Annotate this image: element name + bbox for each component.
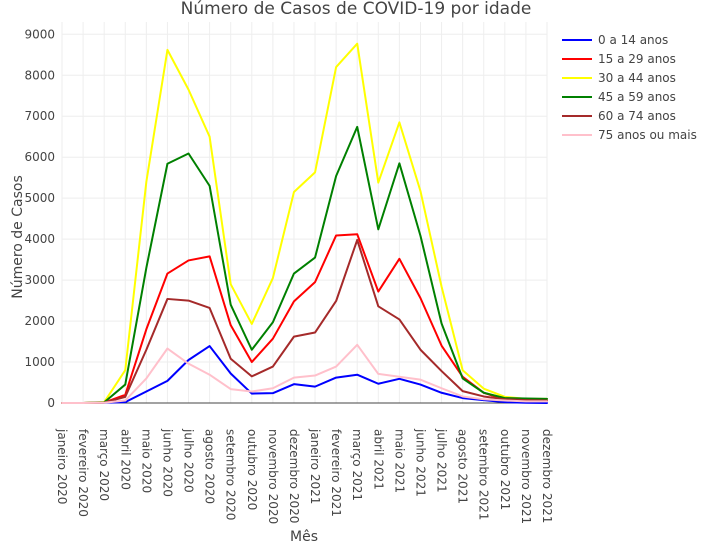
legend-label: 45 a 59 anos (598, 90, 676, 104)
x-axis-title: Mês (290, 529, 318, 545)
y-tick-label: 2000 (24, 314, 55, 328)
series-line-2[interactable] (61, 233, 548, 404)
legend-item-1[interactable]: 0 a 14 anos (562, 33, 668, 47)
y-tick-label: 9000 (24, 27, 55, 41)
legend-item-3[interactable]: 30 a 44 anos (562, 71, 676, 85)
x-tick-label: abril 2020 (118, 429, 132, 490)
legend-item-4[interactable]: 45 a 59 anos (562, 90, 676, 104)
legend-label: 15 a 29 anos (598, 52, 676, 66)
series-line-4[interactable] (61, 125, 548, 404)
grid-lines (61, 22, 548, 403)
legend-item-5[interactable]: 60 a 74 anos (562, 109, 676, 123)
y-tick-label: 7000 (24, 109, 55, 123)
legend[interactable]: 0 a 14 anos 15 a 29 anos 30 a 44 anos 45 a … (562, 33, 697, 142)
y-tick-label: 8000 (24, 68, 55, 82)
y-tick-label: 5000 (24, 191, 55, 205)
y-tick-label: 6000 (24, 150, 55, 164)
x-axis-ticks: janeiro 2020 fevereiro 2020 março 2020 abri… (55, 428, 554, 524)
legend-label: 0 a 14 anos (598, 33, 668, 47)
legend-label: 75 anos ou mais (598, 128, 697, 142)
series-line-3[interactable] (61, 42, 548, 404)
x-tick-label: setembro 2021 (477, 429, 491, 520)
chart-title: Número de Casos de COVID-19 por idade (181, 0, 532, 19)
x-tick-label: julho 2020 (182, 428, 196, 493)
x-tick-label: novembro 2020 (266, 429, 280, 524)
series-line-1[interactable] (61, 345, 548, 404)
x-tick-label: dezembro 2020 (287, 429, 301, 523)
y-axis-ticks: 0 1000 2000 3000 4000 5000 6000 7000 8000 9000 (24, 27, 55, 410)
x-tick-label: novembro 2021 (519, 429, 533, 524)
x-tick-label: fevereiro 2020 (76, 429, 90, 517)
x-tick-label: junho 2021 (413, 428, 427, 497)
x-tick-label: julho 2021 (435, 428, 449, 493)
x-tick-label: maio 2020 (139, 429, 153, 493)
y-tick-label: 0 (47, 396, 55, 410)
legend-item-2[interactable]: 15 a 29 anos (562, 52, 676, 66)
x-tick-label: fevereiro 2021 (329, 429, 343, 517)
series-line-6[interactable] (61, 343, 548, 404)
x-tick-label: junho 2020 (160, 428, 174, 497)
y-tick-label: 1000 (24, 355, 55, 369)
legend-item-6[interactable]: 75 anos ou mais (562, 128, 697, 142)
x-tick-label: agosto 2020 (203, 429, 217, 504)
legend-label: 30 a 44 anos (598, 71, 676, 85)
series-lines (61, 42, 548, 404)
x-tick-label: agosto 2021 (456, 429, 470, 504)
y-tick-label: 3000 (24, 273, 55, 287)
x-tick-label: março 2021 (350, 429, 364, 501)
series-line-5[interactable] (61, 238, 548, 404)
legend-label: 60 a 74 anos (598, 109, 676, 123)
y-axis-title: Número de Casos (10, 175, 26, 299)
x-tick-label: maio 2021 (392, 429, 406, 493)
x-tick-label: dezembro 2021 (540, 429, 554, 523)
x-tick-label: janeiro 2020 (55, 428, 69, 504)
x-tick-label: setembro 2020 (224, 429, 238, 520)
x-tick-label: abril 2021 (371, 429, 385, 490)
y-tick-label: 4000 (24, 232, 55, 246)
x-tick-label: março 2020 (97, 429, 111, 501)
x-tick-label: outubro 2020 (245, 429, 259, 510)
x-tick-label: janeiro 2021 (308, 428, 322, 504)
x-tick-label: outubro 2021 (498, 429, 512, 510)
